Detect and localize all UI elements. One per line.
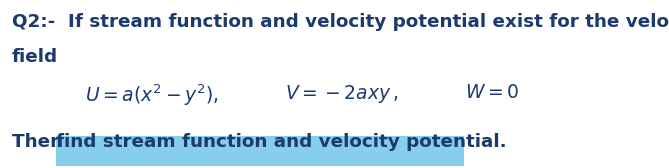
Text: $\mathit{U} = a(x^2 - y^2),$: $\mathit{U} = a(x^2 - y^2),$ — [85, 83, 219, 109]
Text: $\mathit{W} = 0$: $\mathit{W} = 0$ — [465, 83, 519, 102]
Bar — [56, 136, 464, 166]
Text: Q2:-  If stream function and velocity potential exist for the velocity: Q2:- If stream function and velocity pot… — [12, 13, 669, 31]
Text: Then: Then — [12, 133, 70, 151]
Text: field: field — [12, 48, 58, 66]
Text: $\mathit{V} = -2axy\,,$: $\mathit{V} = -2axy\,,$ — [285, 83, 399, 105]
Text: find stream function and velocity potential.: find stream function and velocity potent… — [56, 133, 507, 151]
